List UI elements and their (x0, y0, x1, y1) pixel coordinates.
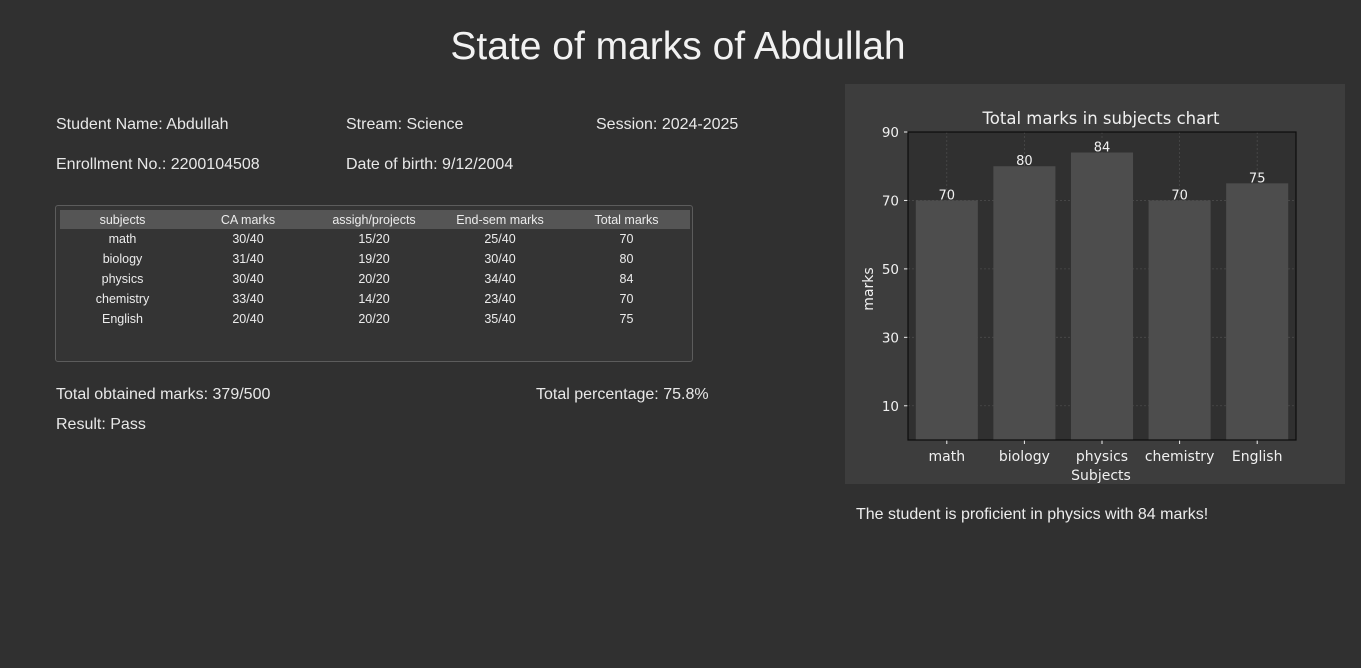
chart-y-tick-label: 50 (882, 262, 899, 278)
chart-bar-chemistry (1148, 200, 1211, 440)
total-percentage: Total percentage: 75.8% (536, 386, 709, 403)
column-header-ca-marks: CA marks (185, 210, 311, 229)
chart-bar-physics (1070, 152, 1134, 440)
chart-x-tick-label-physics: physics (1076, 449, 1128, 465)
cell-assignments: 14/20 (358, 292, 390, 306)
table-row: math 30/40 15/20 25/40 70 (60, 229, 690, 249)
total-obtained-marks: Total obtained marks: 379/500 (56, 386, 271, 403)
chart-title: Total marks in subjects chart (982, 109, 1221, 128)
chart-data-label-physics: 84 (1094, 141, 1111, 156)
marks-table: subjects CA marks assigh/projects End-se… (60, 210, 690, 329)
table-row: chemistry 33/40 14/20 23/40 70 (60, 289, 690, 309)
marks-table-panel: subjects CA marks assigh/projects End-se… (55, 205, 693, 362)
enrollment-label: Enrollment No.: 2200104508 (56, 156, 260, 173)
page-title: State of marks of Abdullah (450, 25, 906, 68)
chart-x-axis-label: Subjects (1071, 468, 1131, 484)
column-header-end-sem-marks: End-sem marks (437, 210, 563, 229)
chart-y-tick-label: 70 (882, 193, 899, 209)
cell-total-marks: 70 (619, 232, 634, 246)
cell-end-sem-marks: 35/40 (484, 312, 516, 326)
table-row: physics 30/40 20/20 34/40 84 (60, 269, 690, 289)
cell-end-sem-marks: 34/40 (484, 272, 516, 286)
chart-x-tick-label-chemistry: chemistry (1145, 449, 1215, 465)
dob-label: Date of birth: 9/12/2004 (346, 156, 514, 173)
cell-total-marks: 75 (619, 312, 634, 326)
chart-data-label-chemistry: 70 (1171, 188, 1188, 203)
table-row: English 20/40 20/20 35/40 75 (60, 309, 690, 329)
table-row: biology 31/40 19/20 30/40 80 (60, 249, 690, 269)
session-label: Session: 2024-2025 (596, 116, 739, 133)
chart-data-label-english: 75 (1249, 171, 1266, 186)
chart-y-axis-label: marks (861, 267, 877, 310)
cell-end-sem-marks: 23/40 (484, 292, 516, 306)
marks-table-header-row: subjects CA marks assigh/projects End-se… (60, 210, 690, 229)
cell-assignments: 20/20 (358, 272, 390, 286)
column-header-subjects: subjects (60, 210, 185, 229)
result-label: Result: Pass (56, 416, 146, 433)
cell-assignments: 15/20 (358, 232, 390, 246)
chart-bar-biology (993, 166, 1056, 440)
chart-data-label-biology: 80 (1016, 154, 1033, 169)
chart-bar-english (1226, 183, 1289, 440)
cell-end-sem-marks: 30/40 (484, 252, 516, 266)
student-name-label: Student Name: Abdullah (56, 116, 229, 133)
cell-ca-marks: 31/40 (232, 252, 264, 266)
cell-subject: biology (102, 252, 143, 266)
marks-bar-chart: 70 math 80 biology 84 physics 70 chemistry 75 Eng… (861, 109, 1297, 484)
chart-y-tick-label: 90 (882, 125, 899, 141)
column-header-assignments: assigh/projects (311, 210, 437, 229)
cell-assignments: 19/20 (358, 252, 390, 266)
cell-total-marks: 70 (619, 292, 634, 306)
stream-label: Stream: Science (346, 116, 464, 133)
cell-subject: physics (101, 272, 144, 286)
chart-x-tick-label-biology: biology (999, 449, 1050, 465)
cell-subject: chemistry (95, 292, 150, 306)
column-header-total-marks: Total marks (563, 210, 690, 229)
cell-total-marks: 84 (619, 272, 634, 286)
chart-data-label-math: 70 (939, 188, 956, 203)
chart-x-tick-label-english: English (1232, 449, 1283, 465)
cell-subject: English (102, 312, 143, 326)
chart-note: The student is proficient in physics wit… (856, 506, 1209, 523)
cell-assignments: 20/20 (358, 312, 390, 326)
cell-ca-marks: 20/40 (232, 312, 264, 326)
cell-ca-marks: 33/40 (232, 292, 264, 306)
cell-total-marks: 80 (619, 252, 634, 266)
marks-chart-panel: 70 math 80 biology 84 physics 70 chemistry 75 Eng… (845, 84, 1345, 484)
cell-ca-marks: 30/40 (232, 272, 264, 286)
chart-x-tick-label-math: math (929, 449, 966, 465)
chart-y-tick-label: 10 (882, 399, 899, 415)
cell-end-sem-marks: 25/40 (484, 232, 516, 246)
chart-y-tick-label: 30 (882, 330, 899, 346)
chart-bar-math (915, 200, 978, 440)
cell-ca-marks: 30/40 (232, 232, 264, 246)
chart-plot-frame (907, 131, 1297, 441)
cell-subject: math (108, 232, 137, 246)
